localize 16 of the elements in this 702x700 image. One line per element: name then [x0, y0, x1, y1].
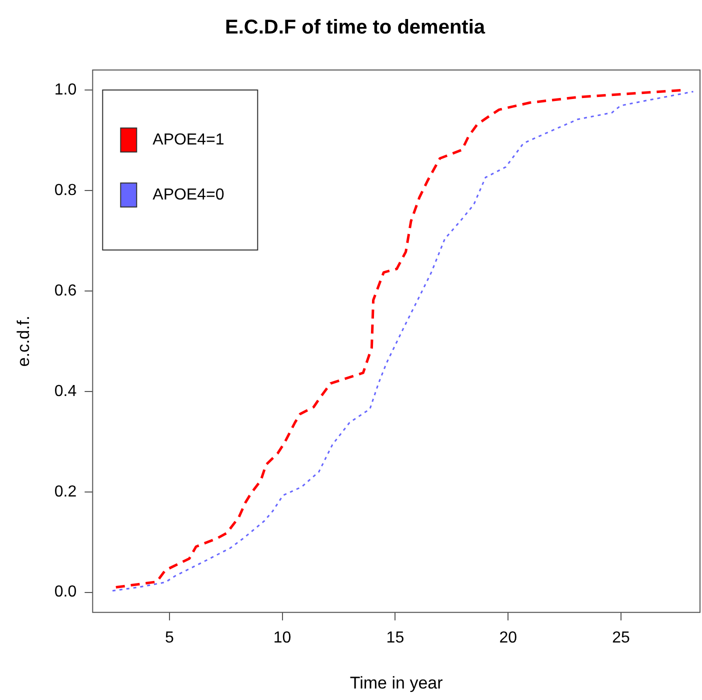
- legend-label: APOE4=1: [152, 131, 224, 148]
- y-tick-label: 1.0: [54, 81, 77, 98]
- legend-label: APOE4=0: [152, 186, 224, 204]
- x-tick-label: 25: [612, 629, 630, 646]
- x-tick-label: 15: [386, 629, 404, 646]
- y-tick-label: 0.8: [54, 182, 77, 199]
- y-axis-title: e.c.d.f.: [14, 316, 33, 367]
- y-tick-label: 0.2: [54, 483, 77, 500]
- y-tick-label: 0.4: [54, 382, 77, 400]
- y-tick-label: 0.6: [54, 282, 77, 300]
- y-tick-label: 0.0: [54, 584, 77, 601]
- chart-title: E.C.D.F of time to dementia: [224, 16, 486, 39]
- x-tick-label: 20: [499, 629, 518, 646]
- x-axis-title: Time in year: [350, 673, 444, 692]
- x-tick-label: 10: [273, 629, 292, 646]
- x-tick-label: 5: [164, 629, 174, 646]
